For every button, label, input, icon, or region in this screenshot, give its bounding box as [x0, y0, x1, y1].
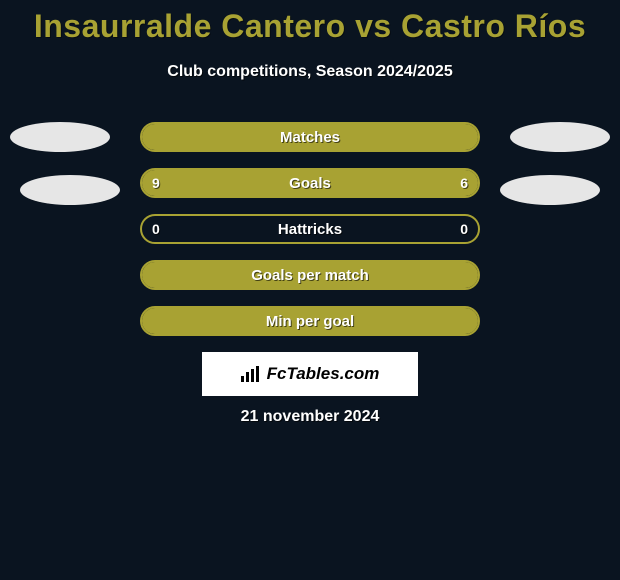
bar-fill-right: [310, 308, 478, 334]
bar-fill-left: [142, 170, 344, 196]
stat-row-min-per-goal: Min per goal: [140, 306, 480, 336]
stat-row-goals-per-match: Goals per match: [140, 260, 480, 290]
player-avatar-right: [510, 122, 610, 152]
bar-fill-left: [142, 308, 310, 334]
date-text: 21 november 2024: [0, 408, 620, 426]
page-subtitle: Club competitions, Season 2024/2025: [0, 63, 620, 81]
player-avatar-left-shadow: [20, 175, 120, 205]
bar-fill-left: [142, 262, 310, 288]
bar-fill-right: [344, 170, 478, 196]
attribution-badge: FcTables.com: [202, 352, 418, 396]
chart-icon: [241, 366, 261, 382]
stat-row-matches: Matches: [140, 122, 480, 152]
page-title: Insaurralde Cantero vs Castro Ríos: [0, 0, 620, 45]
player-avatar-right-shadow: [500, 175, 600, 205]
bar-fill-right: [310, 262, 478, 288]
bar-label: Hattricks: [142, 216, 478, 242]
bar-fill-left: [142, 124, 310, 150]
player-avatar-left: [10, 122, 110, 152]
comparison-bars: Matches Goals96 Hattricks0 0 Goals per match…: [140, 122, 480, 352]
attribution-text: FcTables.com: [267, 364, 380, 384]
bar-fill-right: [310, 124, 478, 150]
stat-row-goals: Goals96: [140, 168, 480, 198]
bar-value-right: 0: [460, 216, 468, 242]
stat-row-hattricks: Hattricks0 0: [140, 214, 480, 244]
bar-value-left: 0: [152, 216, 160, 242]
